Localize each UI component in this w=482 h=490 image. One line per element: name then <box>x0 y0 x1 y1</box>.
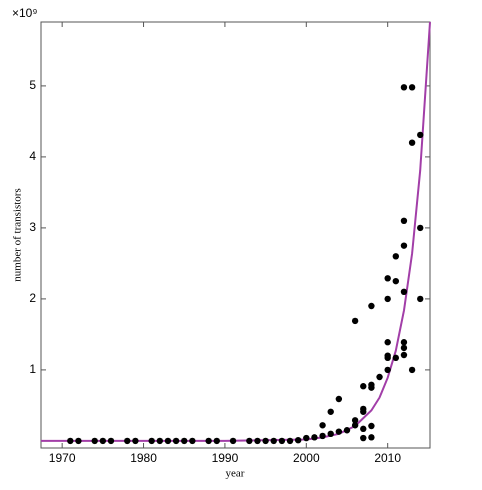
data-point <box>270 437 277 445</box>
data-point <box>360 434 367 442</box>
y-tick-label: 5 <box>29 78 36 92</box>
y-tick-label: 3 <box>29 220 36 234</box>
x-axis-label: year <box>226 468 245 480</box>
data-point <box>368 434 375 441</box>
data-point <box>384 339 391 346</box>
data-point <box>124 437 131 445</box>
y-axis-label: number of transistors <box>12 188 24 281</box>
data-point <box>376 373 383 381</box>
data-point <box>417 295 424 303</box>
data-point <box>400 339 408 346</box>
x-tick-label: 2000 <box>293 451 320 465</box>
data-point <box>408 84 416 91</box>
data-point <box>181 437 188 445</box>
y-tick-label: 1 <box>29 362 36 376</box>
data-point <box>392 354 400 362</box>
data-point <box>164 437 172 445</box>
data-point <box>360 383 367 390</box>
data-point <box>400 84 408 91</box>
data-point <box>99 437 107 445</box>
data-point <box>417 224 424 232</box>
data-point <box>278 437 286 445</box>
data-point <box>311 434 318 441</box>
data-point <box>360 425 367 433</box>
x-tick-label: 1980 <box>130 451 157 465</box>
data-point <box>303 434 310 442</box>
x-tick-label: 1990 <box>212 451 239 465</box>
data-point <box>400 217 408 224</box>
y-tick-label: 2 <box>29 291 36 305</box>
data-point <box>67 437 74 445</box>
plot-frame <box>40 21 431 449</box>
data-point <box>335 395 343 403</box>
data-point <box>156 437 164 445</box>
data-point <box>172 437 180 445</box>
data-point <box>286 437 294 445</box>
data-point <box>360 408 367 415</box>
x-tick-label: 2010 <box>374 451 401 465</box>
data-point <box>205 437 212 445</box>
data-point <box>408 139 416 146</box>
data-point <box>294 436 302 444</box>
data-point <box>327 408 334 415</box>
data-point <box>107 437 115 445</box>
data-point <box>343 427 351 434</box>
data-point <box>400 288 408 295</box>
data-point <box>351 317 359 325</box>
data-point <box>189 437 196 445</box>
data-point <box>400 242 408 249</box>
data-point <box>384 295 391 303</box>
data-point <box>148 437 155 445</box>
y-multiplier: ×10⁹ <box>12 6 38 20</box>
data-point <box>351 417 359 424</box>
data-point <box>368 302 375 310</box>
data-point <box>254 437 261 445</box>
data-point <box>400 351 408 359</box>
data-point <box>400 344 408 352</box>
data-point <box>213 437 220 445</box>
data-point <box>368 381 375 389</box>
data-point <box>392 277 400 285</box>
data-point <box>319 432 326 440</box>
data-point <box>384 275 391 282</box>
data-point <box>351 422 359 429</box>
data-point <box>246 437 253 445</box>
data-point <box>229 437 237 445</box>
data-point <box>384 354 391 362</box>
data-point <box>335 428 343 435</box>
data-point <box>408 366 416 374</box>
y-tick-label: 4 <box>29 149 36 163</box>
data-point <box>417 131 424 139</box>
x-tick-label: 1970 <box>49 451 76 465</box>
data-point <box>75 437 82 445</box>
data-point <box>132 437 139 445</box>
data-point <box>91 437 98 445</box>
data-point <box>392 253 400 260</box>
data-point <box>327 430 334 437</box>
data-point <box>384 366 391 374</box>
data-point <box>319 422 326 429</box>
data-point <box>262 437 269 445</box>
data-point <box>368 422 375 430</box>
